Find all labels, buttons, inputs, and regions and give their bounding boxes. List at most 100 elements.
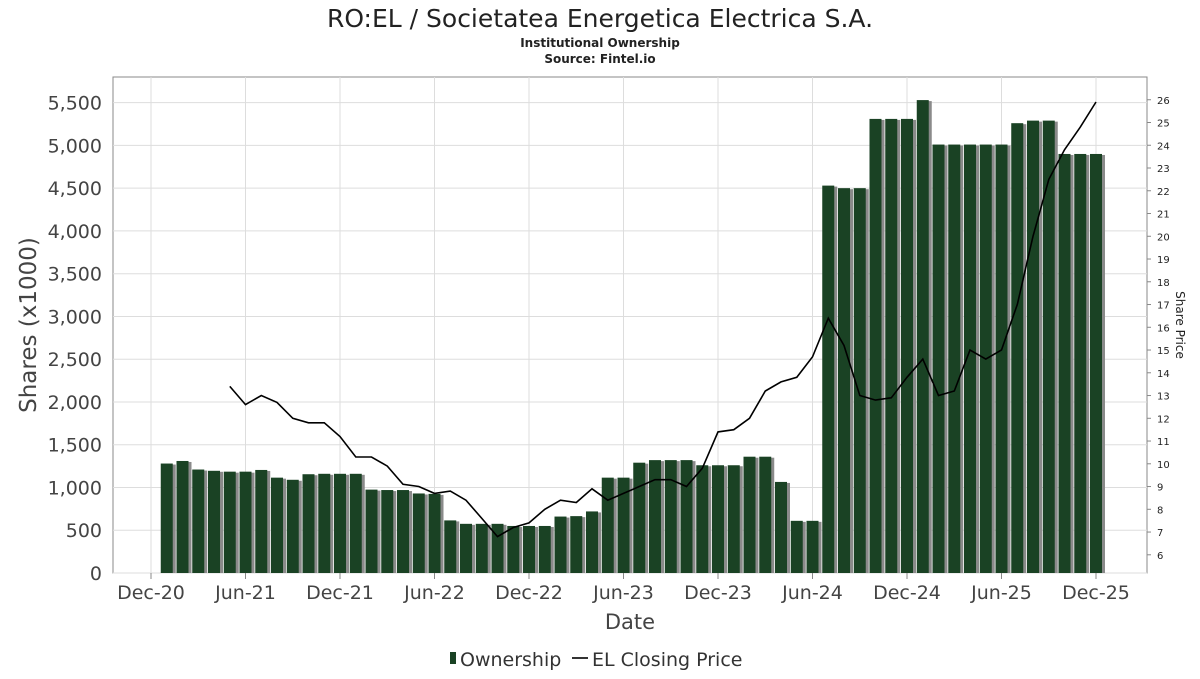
y2-tick-label: 8: [1157, 505, 1163, 516]
ownership-bar: [397, 490, 409, 573]
y2-tick-label: 9: [1157, 483, 1163, 494]
ownership-bar: [428, 493, 441, 573]
chart-title: RO:EL / Societatea Energetica Electrica …: [327, 4, 873, 33]
ownership-bar: [1090, 153, 1102, 573]
ownership-bar: [507, 525, 520, 573]
ownership-bar: [806, 520, 819, 573]
y-tick-label: 500: [66, 520, 102, 542]
ownership-bar: [444, 520, 457, 573]
x-tick-label: Dec-21: [306, 582, 374, 604]
ownership-bar: [633, 462, 646, 573]
x-tick-label: Jun-23: [592, 582, 654, 604]
ownership-bar: [838, 188, 850, 573]
ownership-bar: [1058, 153, 1071, 573]
ownership-bar: [302, 474, 315, 573]
y2-tick-label: 26: [1157, 96, 1170, 107]
ownership-bar: [475, 523, 488, 573]
legend-ownership-swatch: [450, 652, 456, 664]
y2-tick-label: 19: [1157, 255, 1170, 266]
y2-tick-label: 7: [1157, 528, 1163, 539]
x-tick-label: Jun-24: [781, 582, 843, 604]
ownership-bar: [460, 523, 472, 573]
ownership-bar: [822, 185, 835, 573]
ownership-bar: [727, 465, 740, 573]
y2-tick-label: 20: [1157, 232, 1170, 243]
chart-subtitle: Institutional Ownership: [520, 36, 680, 50]
ownership-bar: [680, 460, 693, 573]
y-tick-label: 5,500: [48, 93, 102, 115]
ownership-bar: [176, 460, 189, 573]
ownership-bar: [538, 525, 551, 573]
y-tick-label: 1,000: [48, 477, 102, 499]
ownership-bar: [617, 477, 630, 573]
ownership-bar: [601, 477, 614, 573]
y2-tick-label: 25: [1157, 119, 1170, 130]
ownership-bar: [932, 144, 945, 573]
ownership-bar: [554, 516, 567, 573]
y-axis-label: Shares (x1000): [16, 237, 42, 413]
ownership-bar: [239, 471, 252, 573]
y2-tick-label: 21: [1157, 210, 1170, 221]
ownership-bar: [412, 493, 425, 573]
x-axis-label: Date: [605, 610, 655, 634]
ownership-bar: [743, 456, 756, 573]
ownership-bar: [491, 523, 504, 573]
y2-tick-label: 18: [1157, 278, 1170, 289]
ownership-bar: [286, 479, 299, 573]
ownership-bar: [1011, 123, 1024, 573]
y2-axis-label: Share Price: [1173, 291, 1187, 359]
ownership-bar: [901, 118, 913, 574]
price-line: [229, 101, 1097, 538]
ownership-bar: [964, 144, 976, 573]
y2-tick-label: 6: [1157, 551, 1163, 562]
ownership-bar: [664, 460, 677, 573]
ownership-bar: [381, 490, 394, 573]
ownership-bar: [586, 511, 598, 573]
ownership-bar: [995, 144, 1008, 573]
y-tick-label: 4,000: [48, 221, 102, 243]
y2-tick-label: 23: [1157, 164, 1170, 175]
legend-ownership-label: Ownership: [460, 649, 561, 671]
ownership-bar: [885, 118, 898, 574]
ownership-bar: [318, 473, 331, 573]
ownership-bar: [223, 471, 236, 573]
y-tick-label: 1,500: [48, 435, 102, 457]
ownership-bar: [160, 463, 173, 573]
ownership-bar: [649, 460, 661, 573]
x-tick-label: Dec-22: [495, 582, 563, 604]
y-tick-label: 2,500: [48, 349, 102, 371]
legend: Ownership EL Closing Price: [450, 649, 742, 671]
ownership-bar: [712, 465, 724, 573]
y2-tick-label: 24: [1157, 141, 1170, 152]
x-tick-label: Jun-22: [403, 582, 465, 604]
chart-source: Source: Fintel.io: [544, 52, 655, 66]
ownership-bar: [1027, 120, 1039, 573]
ownership-bar: [916, 100, 929, 573]
y2-tick-label: 13: [1157, 392, 1170, 403]
x-tick-label: Jun-21: [214, 582, 276, 604]
y-tick-label: 3,500: [48, 264, 102, 286]
y2-tick-label: 14: [1157, 369, 1170, 380]
ownership-bar: [570, 516, 583, 573]
ownership-bar: [271, 477, 283, 573]
x-tick-label: Jun-25: [970, 582, 1032, 604]
ownership-bar: [948, 144, 961, 573]
y2-tick-label: 22: [1157, 187, 1170, 198]
legend-price-label: EL Closing Price: [592, 649, 742, 671]
ownership-bar: [255, 469, 268, 573]
ownership-bar: [1074, 153, 1087, 573]
ownership-bar: [334, 473, 346, 573]
ownership-bar: [1042, 120, 1055, 573]
ownership-bar: [523, 525, 535, 573]
ownership-bar: [790, 520, 803, 573]
y2-tick-label: 16: [1157, 323, 1170, 334]
y-tick-label: 2,000: [48, 392, 102, 414]
ownership-bar: [775, 481, 787, 573]
ownership-bar: [869, 118, 882, 574]
ownership-bar: [696, 465, 709, 573]
y-tick-label: 4,500: [48, 178, 102, 200]
ownership-bar: [192, 469, 205, 573]
x-tick-label: Dec-20: [117, 582, 185, 604]
x-tick-label: Dec-23: [684, 582, 752, 604]
